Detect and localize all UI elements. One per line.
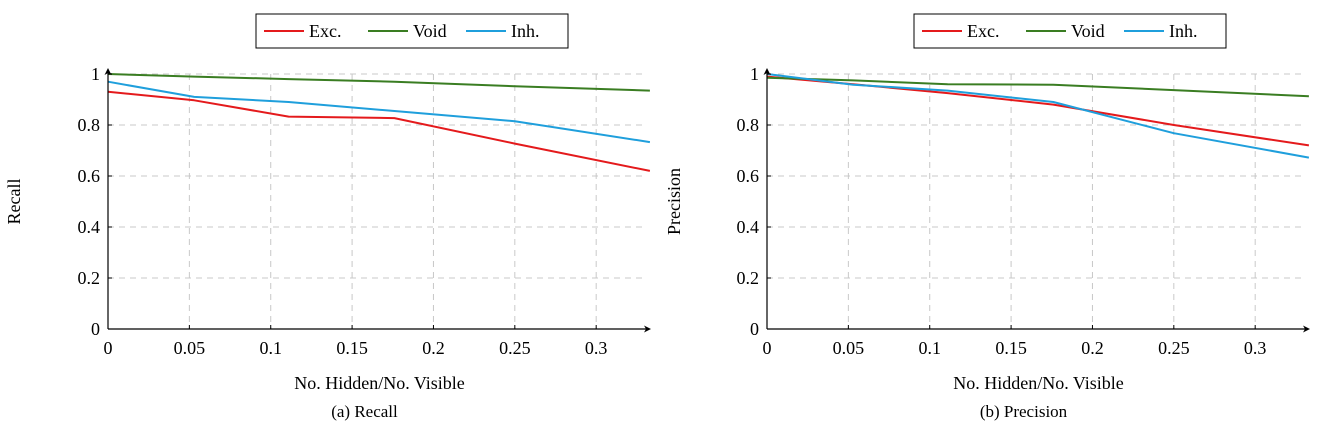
legend: Exc. Void Inh. bbox=[255, 13, 569, 49]
chart-panel-precision: 0 0.05 0.1 0.15 0.2 0.25 0.3 0 0.2 0.4 0.6 0.8 1 No. … bbox=[664, 13, 1310, 421]
legend-entry-exc: Exc. bbox=[922, 21, 999, 41]
x-tick-label: 0.2 bbox=[1081, 338, 1104, 358]
x-axis-arrow bbox=[1303, 325, 1310, 333]
y-tick-label: 0.2 bbox=[78, 268, 101, 288]
y-tick-label: 0 bbox=[91, 319, 100, 339]
series-line-inh bbox=[766, 73, 1310, 159]
x-axis-label: No. Hidden/No. Visible bbox=[294, 373, 465, 393]
y-axis-label: Recall bbox=[4, 179, 24, 225]
y-tick-label: 0.8 bbox=[737, 115, 760, 135]
legend-label: Void bbox=[1071, 21, 1105, 41]
x-tick-label: 0.1 bbox=[918, 338, 941, 358]
x-tick-label: 0.25 bbox=[499, 338, 531, 358]
x-tick-label: 0.05 bbox=[174, 338, 206, 358]
y-tick-label: 0.2 bbox=[737, 268, 760, 288]
legend: Exc. Void Inh. bbox=[913, 13, 1227, 49]
legend-label: Exc. bbox=[967, 21, 999, 41]
x-tick-label: 0 bbox=[104, 338, 113, 358]
legend-entry-void: Void bbox=[1026, 21, 1105, 41]
legend-label: Exc. bbox=[309, 21, 341, 41]
y-tick-label: 1 bbox=[750, 64, 759, 84]
subfigure-caption: (b) Precision bbox=[980, 402, 1068, 421]
legend-label: Inh. bbox=[1169, 21, 1198, 41]
x-axis-arrow bbox=[644, 325, 651, 333]
x-tick-label: 0.15 bbox=[336, 338, 368, 358]
y-tick-label: 1 bbox=[91, 64, 100, 84]
y-tick-label: 0.8 bbox=[78, 115, 101, 135]
y-axis-arrow bbox=[763, 68, 771, 75]
legend-label: Void bbox=[413, 21, 447, 41]
x-tick-label: 0.2 bbox=[422, 338, 445, 358]
series-line-inh bbox=[107, 80, 651, 144]
y-tick-label: 0.4 bbox=[737, 217, 760, 237]
y-tick-label: 0 bbox=[750, 319, 759, 339]
y-axis-label: Precision bbox=[664, 168, 684, 235]
x-tick-label: 0 bbox=[763, 338, 772, 358]
series-line-exc bbox=[107, 90, 651, 172]
y-tick-label: 0.4 bbox=[78, 217, 101, 237]
x-axis-label: No. Hidden/No. Visible bbox=[953, 373, 1124, 393]
legend-entry-exc: Exc. bbox=[264, 21, 341, 41]
x-tick-label: 0.3 bbox=[585, 338, 608, 358]
y-tick-label: 0.6 bbox=[78, 166, 101, 186]
series-line-void bbox=[766, 76, 1309, 98]
x-tick-label: 0.3 bbox=[1244, 338, 1267, 358]
x-tick-label: 0.1 bbox=[259, 338, 282, 358]
legend-label: Inh. bbox=[511, 21, 540, 41]
legend-entry-inh: Inh. bbox=[1124, 21, 1198, 41]
x-tick-label: 0.25 bbox=[1158, 338, 1190, 358]
x-tick-label: 0.05 bbox=[833, 338, 865, 358]
axes: 0 0.05 0.1 0.15 0.2 0.25 0.3 0 0.2 0.4 0.6 0.8 1 bbox=[737, 64, 1310, 358]
legend-entry-inh: Inh. bbox=[466, 21, 540, 41]
y-axis-arrow bbox=[104, 68, 112, 75]
legend-box bbox=[913, 13, 1227, 49]
legend-box bbox=[255, 13, 569, 49]
x-tick-label: 0.15 bbox=[995, 338, 1027, 358]
y-tick-label: 0.6 bbox=[737, 166, 760, 186]
subfigure-caption: (a) Recall bbox=[331, 402, 398, 421]
series-line-void bbox=[107, 73, 650, 92]
chart-panel-recall: 0 0.05 0.1 0.15 0.2 0.25 0.3 0 0.2 0.4 0.6 0.8 1 No. … bbox=[4, 13, 651, 421]
legend-entry-void: Void bbox=[368, 21, 447, 41]
axes: 0 0.05 0.1 0.15 0.2 0.25 0.3 0 0.2 0.4 0.6 0.8 1 bbox=[78, 64, 651, 358]
